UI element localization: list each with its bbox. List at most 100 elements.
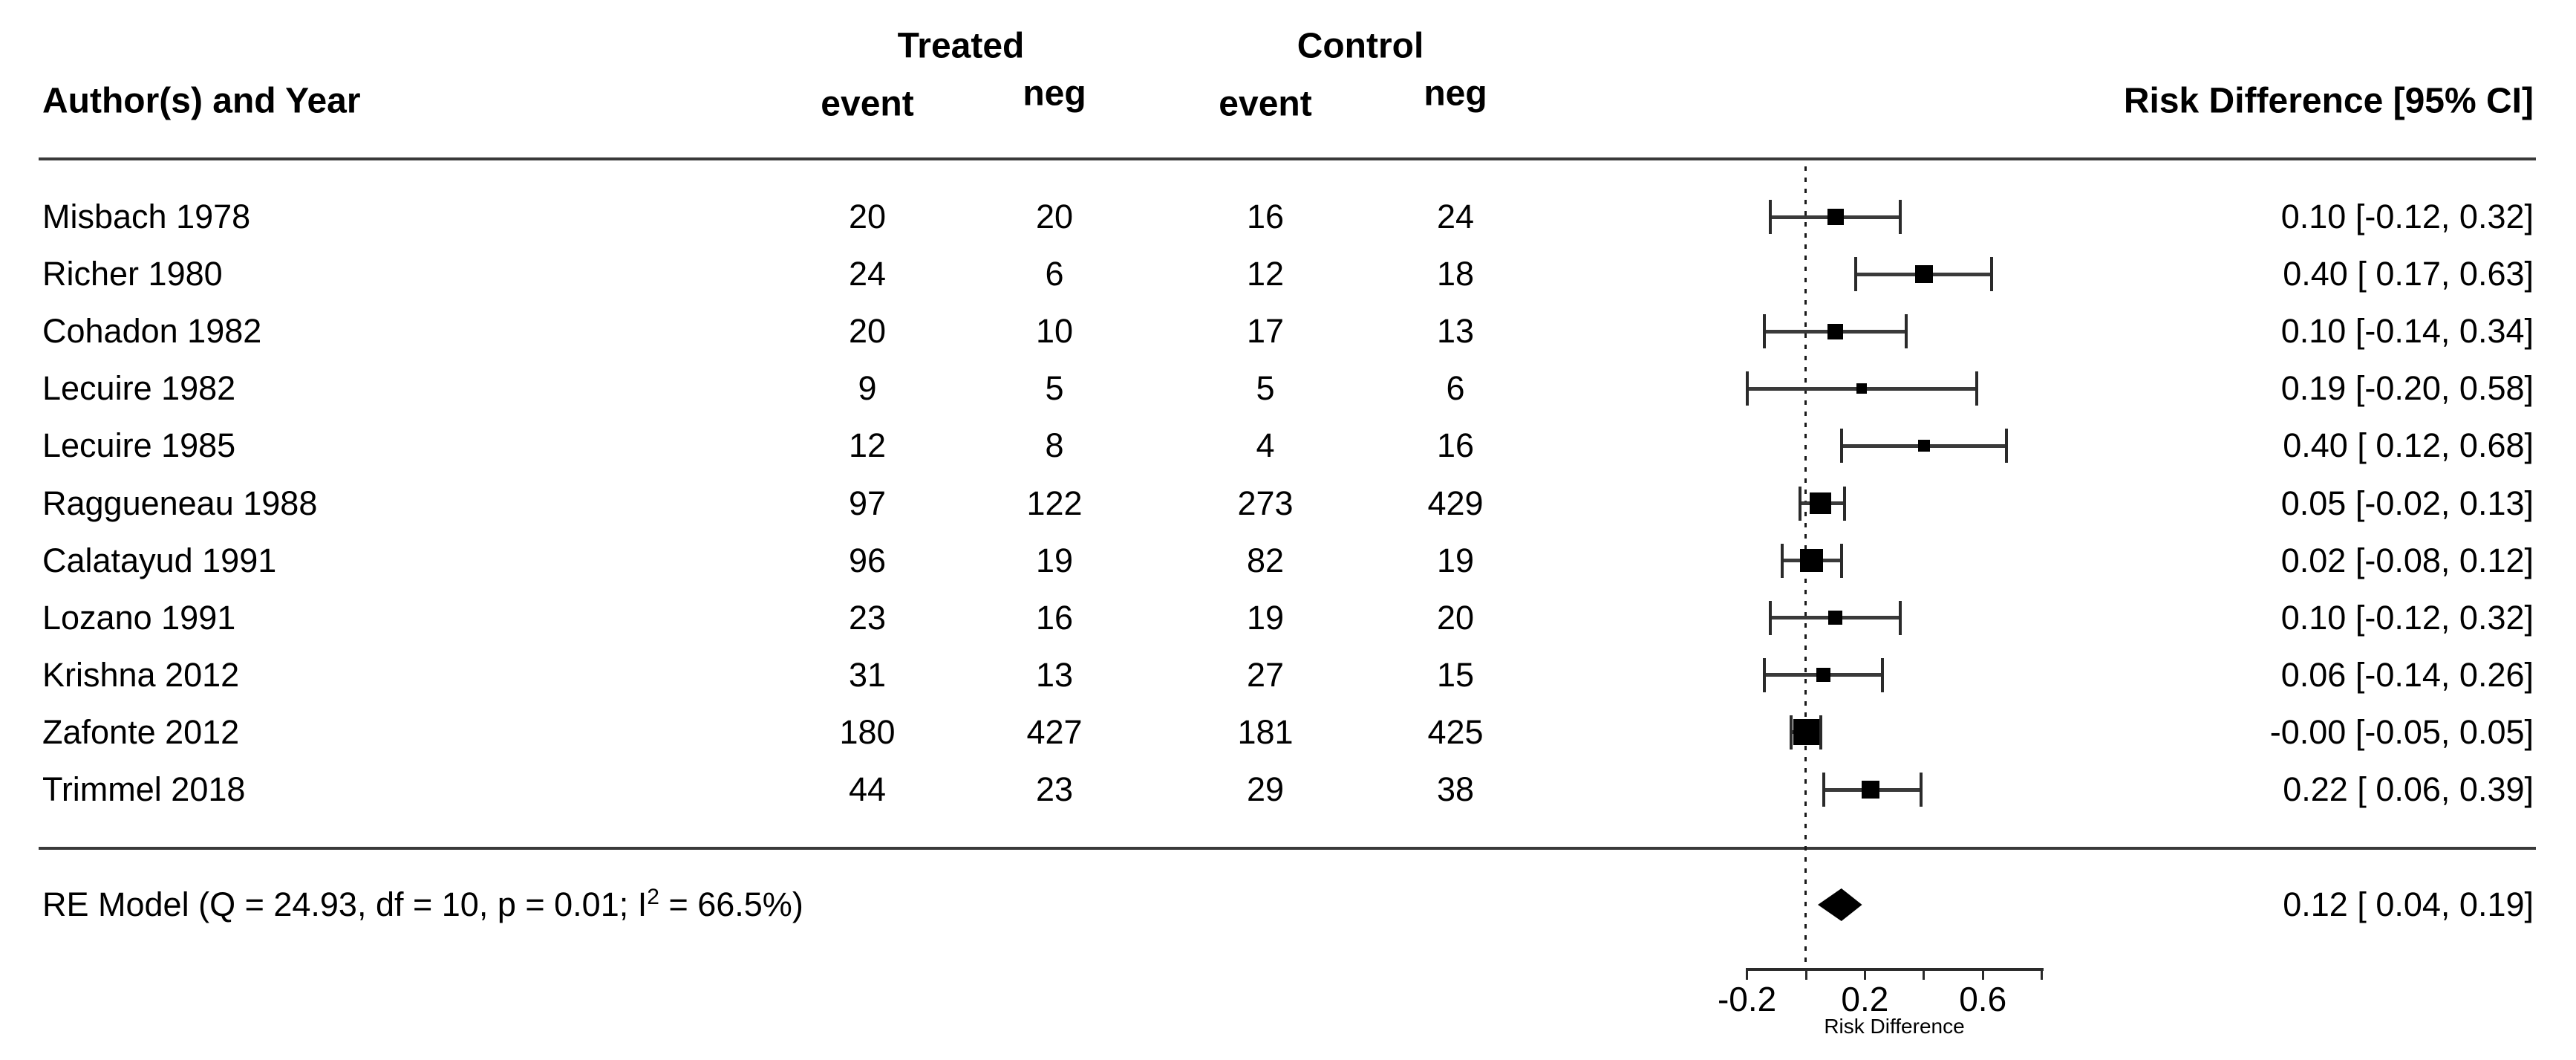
study-label: Raggueneau 1988 xyxy=(42,484,318,522)
control-event-header: event xyxy=(1219,84,1312,124)
re-model-i-squared-sup: 2 xyxy=(647,885,659,909)
summary-ci-text: 0.12 [ 0.04, 0.19] xyxy=(2283,885,2534,923)
control-event-count: 16 xyxy=(1246,198,1285,235)
treated-neg-count: 23 xyxy=(1035,770,1074,808)
study-label: Lecuire 1985 xyxy=(42,426,236,465)
study-label: Lozano 1991 xyxy=(42,598,236,637)
ci-upper-cap xyxy=(1904,314,1908,349)
ci-upper-cap xyxy=(1899,200,1902,234)
ci-lower-cap xyxy=(1769,600,1773,635)
study-ci-text: -0.00 [-0.05, 0.05] xyxy=(2269,712,2534,751)
control-neg-count: 19 xyxy=(1436,541,1475,579)
effect-estimate-square xyxy=(1914,265,1933,284)
treated-neg-count: 16 xyxy=(1035,598,1074,637)
ci-upper-cap xyxy=(1881,657,1885,692)
x-axis-tick-label: -0.2 xyxy=(1717,980,1777,1018)
study-ci-text: 0.19 [-0.20, 0.58] xyxy=(2280,369,2534,408)
ci-upper-cap xyxy=(1819,715,1822,750)
control-event-count: 82 xyxy=(1246,541,1285,579)
ci-lower-cap xyxy=(1745,371,1749,406)
control-event-count: 27 xyxy=(1246,655,1285,694)
ci-lower-cap xyxy=(1769,200,1773,234)
re-model-label-pre: RE Model (Q = 24.93, df = 10, p = 0.01; … xyxy=(42,885,648,923)
study-label: Calatayud 1991 xyxy=(42,541,277,579)
study-label: Trimmel 2018 xyxy=(42,770,246,808)
x-axis-tick xyxy=(1923,968,1926,980)
x-axis-tick-label: 0.6 xyxy=(1959,980,2007,1018)
ci-upper-cap xyxy=(2004,429,2008,464)
treated-event-count: 9 xyxy=(858,369,877,408)
control-event-count: 19 xyxy=(1246,598,1285,637)
treated-event-count: 96 xyxy=(848,541,887,579)
effect-column-header: Risk Difference [95% CI] xyxy=(2123,81,2534,121)
study-label: Richer 1980 xyxy=(42,255,223,293)
treated-neg-count: 19 xyxy=(1035,541,1074,579)
study-ci-text: 0.06 [-0.14, 0.26] xyxy=(2280,655,2534,694)
treated-event-count: 20 xyxy=(848,312,887,351)
ci-upper-cap xyxy=(1839,543,1843,578)
effect-estimate-square xyxy=(1800,549,1824,573)
effect-estimate-square xyxy=(1816,668,1831,683)
study-ci-text: 0.40 [ 0.17, 0.63] xyxy=(2283,255,2534,293)
treated-event-count: 24 xyxy=(848,255,887,293)
study-ci-text: 0.22 [ 0.06, 0.39] xyxy=(2283,770,2534,808)
treated-neg-count: 20 xyxy=(1035,198,1074,235)
author-year-header: Author(s) and Year xyxy=(42,81,361,121)
treated-neg-count: 6 xyxy=(1045,255,1064,293)
control-neg-count: 24 xyxy=(1436,198,1475,235)
treated-neg-header: neg xyxy=(1023,74,1086,114)
study-label: Misbach 1978 xyxy=(42,198,251,235)
x-axis-tick xyxy=(1863,968,1866,980)
summary-separator-rule xyxy=(39,847,2536,850)
control-event-count: 273 xyxy=(1237,484,1294,522)
control-neg-header: neg xyxy=(1424,74,1487,114)
ci-upper-cap xyxy=(1899,600,1902,635)
study-ci-text: 0.02 [-0.08, 0.12] xyxy=(2280,541,2534,579)
study-ci-text: 0.10 [-0.12, 0.32] xyxy=(2280,198,2534,235)
control-event-count: 5 xyxy=(1256,369,1275,408)
re-model-label-post: = 66.5%) xyxy=(659,885,803,923)
control-neg-count: 20 xyxy=(1436,598,1475,637)
treated-event-header: event xyxy=(821,84,914,124)
effect-estimate-square xyxy=(1862,781,1880,799)
x-axis-title: Risk Difference xyxy=(1824,1015,1965,1038)
study-label: Cohadon 1982 xyxy=(42,312,262,351)
control-event-count: 181 xyxy=(1237,712,1294,751)
treated-neg-count: 5 xyxy=(1045,369,1064,408)
ci-upper-cap xyxy=(1975,371,1979,406)
x-axis-tick xyxy=(1746,968,1749,980)
summary-diamond xyxy=(1817,888,1862,921)
re-model-label: RE Model (Q = 24.93, df = 10, p = 0.01; … xyxy=(42,885,803,924)
effect-estimate-square xyxy=(1856,383,1868,394)
treated-event-count: 180 xyxy=(839,712,896,751)
control-event-count: 4 xyxy=(1256,426,1275,465)
treated-event-count: 44 xyxy=(848,770,887,808)
x-axis-tick xyxy=(1804,968,1807,980)
x-axis-line xyxy=(1746,968,2044,971)
treated-neg-count: 13 xyxy=(1035,655,1074,694)
treated-event-count: 97 xyxy=(848,484,887,522)
control-neg-count: 6 xyxy=(1446,369,1465,408)
control-neg-count: 15 xyxy=(1436,655,1475,694)
x-axis-tick xyxy=(1981,968,1984,980)
ci-lower-cap xyxy=(1854,257,1858,292)
treated-event-count: 23 xyxy=(848,598,887,637)
treated-event-count: 20 xyxy=(848,198,887,235)
treated-group-header: Treated xyxy=(897,26,1025,66)
control-neg-count: 425 xyxy=(1427,712,1484,751)
ci-upper-cap xyxy=(1990,257,1994,292)
ci-upper-cap xyxy=(1842,486,1846,521)
treated-event-count: 31 xyxy=(848,655,887,694)
study-ci-text: 0.05 [-0.02, 0.13] xyxy=(2280,484,2534,522)
ci-lower-cap xyxy=(1763,314,1767,349)
treated-neg-count: 427 xyxy=(1026,712,1083,751)
ci-upper-cap xyxy=(1919,773,1923,807)
control-neg-count: 18 xyxy=(1436,255,1475,293)
control-event-count: 29 xyxy=(1246,770,1285,808)
treated-neg-count: 8 xyxy=(1045,426,1064,465)
control-neg-count: 13 xyxy=(1436,312,1475,351)
ci-lower-cap xyxy=(1790,715,1793,750)
control-neg-count: 38 xyxy=(1436,770,1475,808)
study-ci-text: 0.40 [ 0.12, 0.68] xyxy=(2283,426,2534,465)
